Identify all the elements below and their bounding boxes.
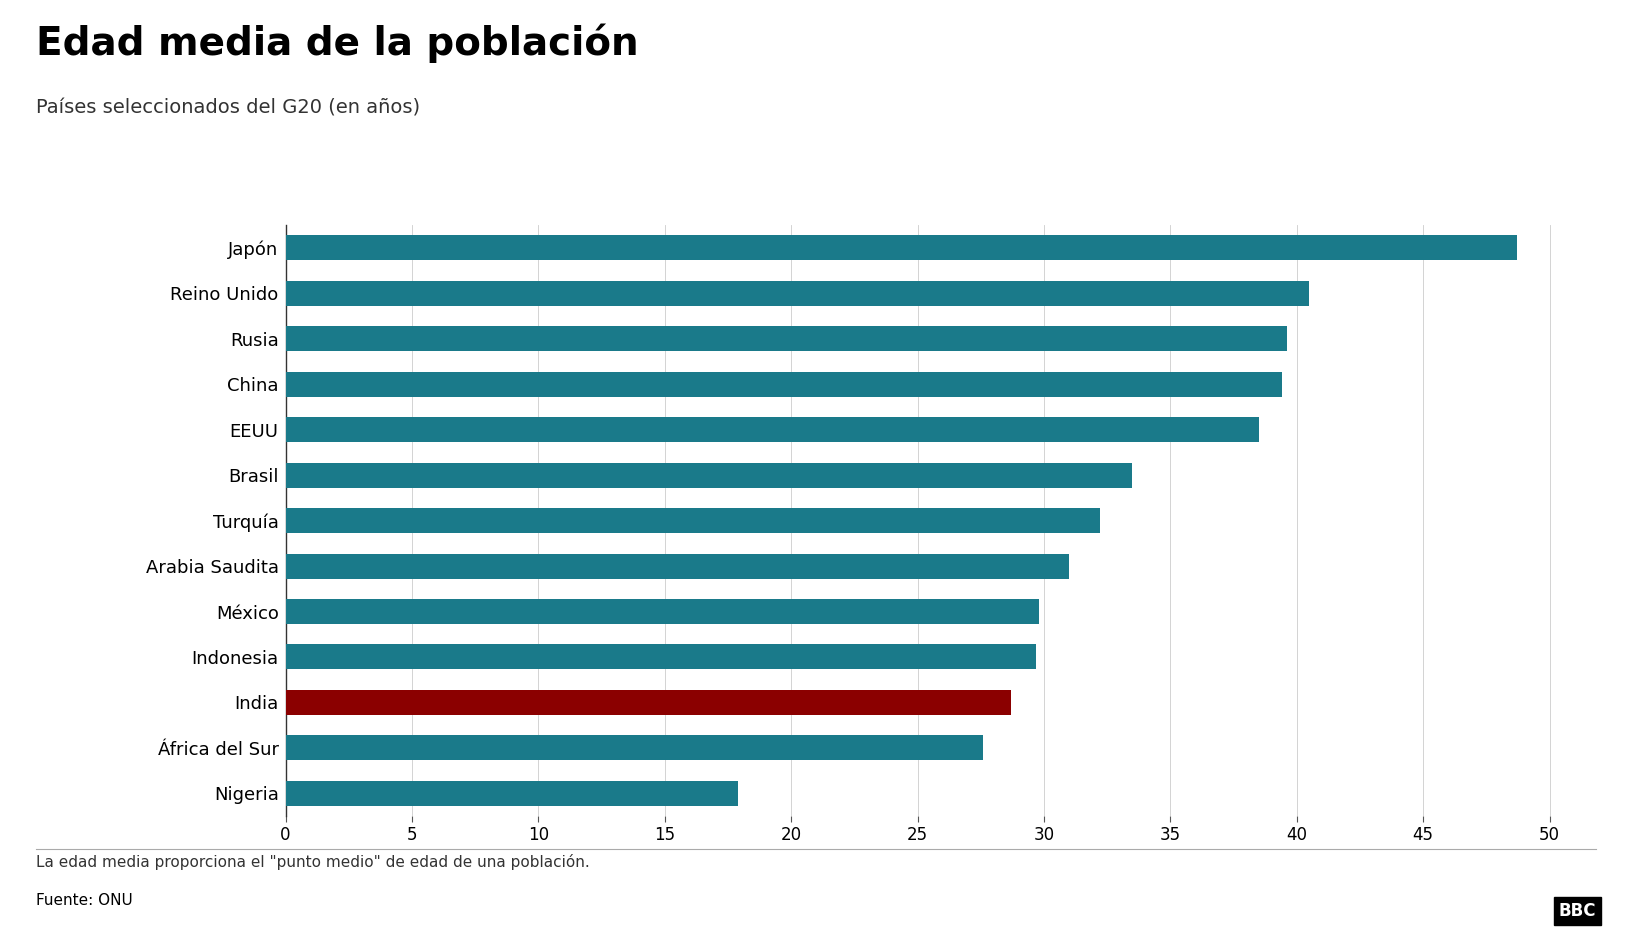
Text: Países seleccionados del G20 (en años): Países seleccionados del G20 (en años)	[36, 98, 419, 117]
Bar	[286, 780, 738, 806]
Text: Edad media de la población: Edad media de la población	[36, 23, 638, 63]
Bar	[286, 690, 1012, 715]
Text: La edad media proporciona el "punto medio" de edad de una población.: La edad media proporciona el "punto medi…	[36, 854, 589, 870]
Bar	[286, 644, 1036, 670]
Text: BBC: BBC	[1559, 902, 1596, 920]
Bar	[286, 417, 1258, 442]
Bar	[286, 508, 1100, 533]
Bar	[286, 735, 984, 761]
Bar	[286, 280, 1309, 306]
Bar	[286, 326, 1286, 351]
Bar	[286, 235, 1516, 261]
Bar	[286, 553, 1069, 579]
Bar	[286, 599, 1040, 624]
Bar	[286, 371, 1281, 397]
Text: Fuente: ONU: Fuente: ONU	[36, 893, 132, 908]
Bar	[286, 462, 1133, 488]
